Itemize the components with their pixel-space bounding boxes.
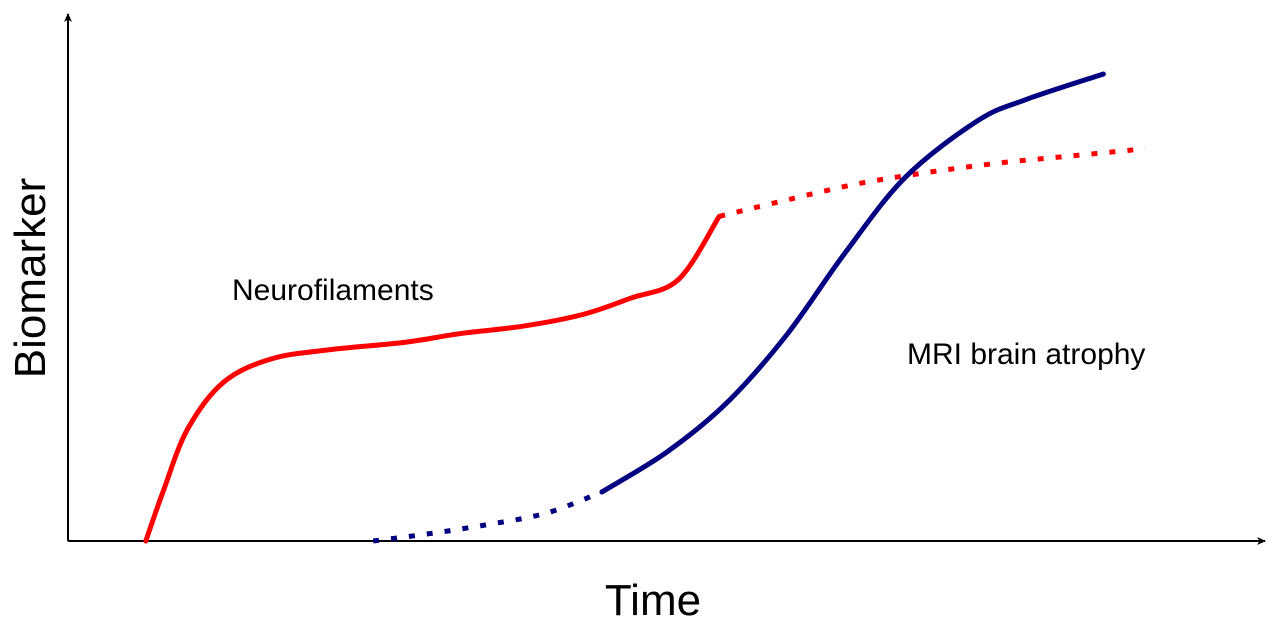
- series-neurofilaments-projected-line: [718, 146, 1146, 219]
- series-label-neurofilaments: Neurofilaments: [232, 274, 434, 307]
- series-mri-brain-atrophy-projected-line: [372, 489, 603, 544]
- x-axis-title: Time: [605, 576, 701, 625]
- y-axis-title: Biomarker: [6, 178, 55, 379]
- series-mri-brain-atrophy-line: [599, 71, 1106, 495]
- series-neurofilaments-line: [143, 213, 722, 544]
- series-label-mri-brain-atrophy: MRI brain atrophy: [907, 338, 1145, 371]
- series-layer: [143, 71, 1146, 544]
